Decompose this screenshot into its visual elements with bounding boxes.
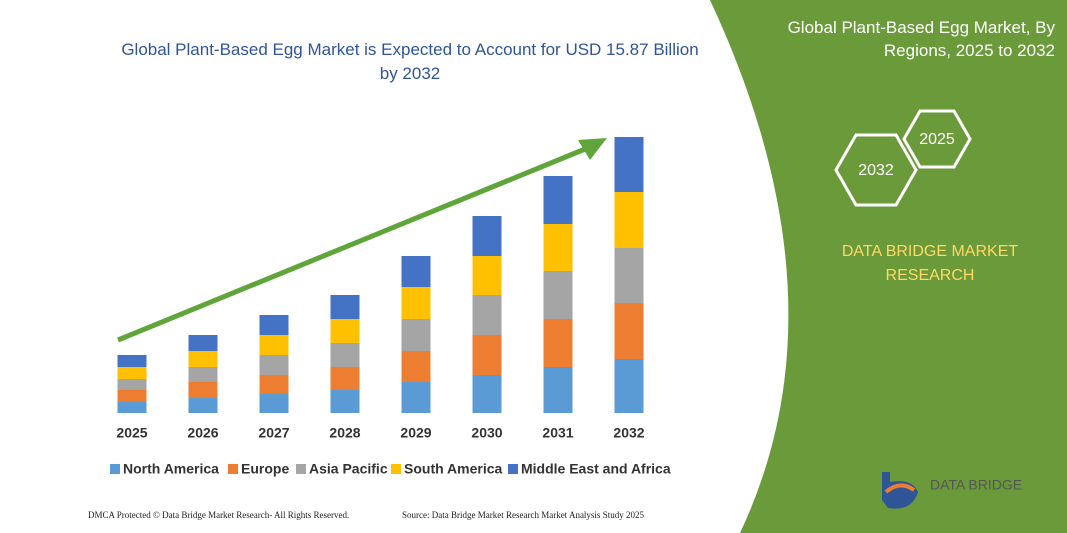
bar-segment bbox=[472, 335, 502, 375]
legend-swatch bbox=[228, 464, 238, 474]
logo-mark bbox=[882, 472, 918, 509]
bar-segment bbox=[543, 319, 573, 367]
bar-segment bbox=[614, 248, 644, 303]
legend-swatch bbox=[508, 464, 518, 474]
x-tick-label: 2029 bbox=[400, 425, 431, 441]
legend-swatch bbox=[391, 464, 401, 474]
bar-segment bbox=[259, 315, 289, 335]
bar-segment bbox=[117, 390, 147, 402]
bar-segment bbox=[117, 355, 147, 367]
bar-segment bbox=[543, 224, 573, 271]
legend-swatch bbox=[296, 464, 306, 474]
x-tick-label: 2026 bbox=[187, 425, 218, 441]
hexagon bbox=[834, 133, 918, 207]
bar-segment bbox=[543, 176, 573, 224]
x-tick-label: 2031 bbox=[542, 425, 573, 441]
bar-segment bbox=[472, 256, 502, 295]
legend-label: Europe bbox=[241, 461, 289, 477]
bar-segment bbox=[188, 367, 218, 382]
bar-segment bbox=[117, 367, 147, 379]
bar-segment bbox=[330, 367, 360, 390]
bar-segment bbox=[401, 351, 431, 382]
legend-label: Middle East and Africa bbox=[521, 461, 671, 477]
footer-right: Source: Data Bridge Market Research Mark… bbox=[402, 510, 644, 520]
legend-label: South America bbox=[404, 461, 502, 477]
legend-label: Asia Pacific bbox=[309, 461, 388, 477]
bar-segment bbox=[259, 394, 289, 413]
bar-segment bbox=[614, 192, 644, 248]
hex-label: 2032 bbox=[858, 162, 894, 179]
logo-text: DATA BRIDGE bbox=[930, 477, 1022, 493]
bar-segment bbox=[614, 359, 644, 413]
bar-segment bbox=[472, 375, 502, 413]
hex-label: 2025 bbox=[919, 131, 955, 148]
bar-segment bbox=[188, 382, 218, 398]
bar-segment bbox=[330, 319, 360, 343]
bar-segment bbox=[472, 216, 502, 256]
green-panel bbox=[710, 0, 1067, 533]
bar-segment bbox=[401, 382, 431, 413]
trend-arrow bbox=[117, 144, 591, 343]
x-tick-label: 2028 bbox=[329, 425, 360, 441]
bar-segment bbox=[543, 271, 573, 319]
arrow-head bbox=[578, 138, 607, 160]
chart-title: Global Plant-Based Egg Market is Expecte… bbox=[121, 40, 699, 83]
bar-segment bbox=[259, 335, 289, 355]
bar-segment bbox=[330, 295, 360, 319]
x-tick-label: 2032 bbox=[613, 425, 644, 441]
bar-segment bbox=[188, 335, 218, 351]
legend-swatch bbox=[110, 464, 120, 474]
bar-segment bbox=[401, 319, 431, 351]
bar-segment bbox=[188, 351, 218, 367]
x-tick-label: 2025 bbox=[116, 425, 147, 441]
bar-segment bbox=[614, 303, 644, 359]
bar-segment bbox=[543, 367, 573, 413]
bar-segment bbox=[614, 137, 644, 192]
footer-left: DMCA Protected © Data Bridge Market Rese… bbox=[88, 510, 350, 520]
x-tick-label: 2030 bbox=[471, 425, 502, 441]
bar-segment bbox=[472, 295, 502, 335]
bar-segment bbox=[259, 355, 289, 375]
bar-segment bbox=[330, 343, 360, 367]
bar-segment bbox=[330, 390, 360, 413]
bar-segment bbox=[188, 398, 218, 413]
bar-segment bbox=[117, 379, 147, 390]
logo-mark bbox=[884, 483, 916, 494]
hexagon bbox=[902, 109, 972, 169]
x-tick-label: 2027 bbox=[258, 425, 289, 441]
legend-label: North America bbox=[123, 461, 219, 477]
brand: DATA BRIDGE MARKET RESEARCH bbox=[841, 243, 1019, 284]
bar-segment bbox=[401, 256, 431, 287]
bar-segment bbox=[259, 375, 289, 394]
bar-segment bbox=[117, 402, 147, 413]
bar-segment bbox=[401, 287, 431, 319]
panel-title: Global Plant-Based Egg Market, By Region… bbox=[787, 18, 1055, 60]
